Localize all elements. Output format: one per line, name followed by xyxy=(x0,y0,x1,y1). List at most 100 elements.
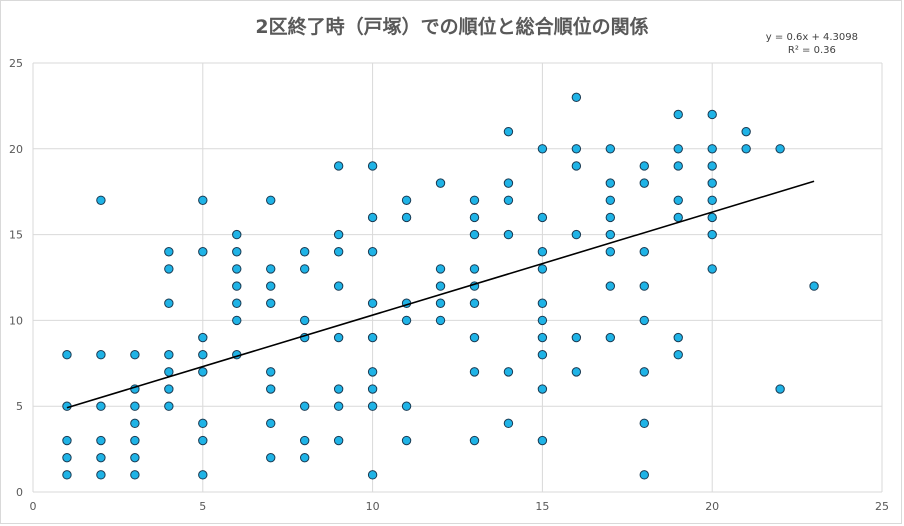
data-point xyxy=(401,195,412,205)
data-point xyxy=(96,470,106,480)
data-point xyxy=(673,161,683,171)
data-point xyxy=(333,281,344,291)
data-point xyxy=(537,435,548,446)
gridlines xyxy=(32,62,883,493)
data-point xyxy=(198,470,208,480)
data-point xyxy=(435,178,446,188)
data-point xyxy=(775,144,785,154)
data-point xyxy=(367,161,378,171)
data-point xyxy=(299,247,310,257)
data-point xyxy=(639,161,649,171)
y-tick-label: 15 xyxy=(9,229,23,242)
data-point xyxy=(571,332,582,343)
data-point xyxy=(605,212,616,223)
data-point xyxy=(232,315,242,326)
data-point xyxy=(503,126,514,137)
data-points xyxy=(62,92,819,480)
data-point xyxy=(96,435,106,446)
data-point xyxy=(503,195,514,205)
y-tick-label: 10 xyxy=(9,314,23,327)
data-point xyxy=(401,315,412,326)
y-tick-label: 5 xyxy=(16,400,23,413)
data-point xyxy=(639,178,649,188)
data-point xyxy=(707,212,717,223)
data-point xyxy=(164,264,174,274)
data-point xyxy=(130,418,140,429)
x-tick-label: 25 xyxy=(875,500,889,513)
y-tick-label: 20 xyxy=(9,143,23,156)
data-point xyxy=(741,144,751,154)
data-point xyxy=(164,350,174,360)
data-point xyxy=(537,384,548,394)
data-point xyxy=(266,452,276,463)
data-point xyxy=(707,264,717,274)
data-point xyxy=(333,384,344,394)
data-point xyxy=(503,367,514,377)
trendline-layer xyxy=(66,180,815,409)
data-point xyxy=(164,298,174,308)
data-point xyxy=(367,401,378,411)
data-point xyxy=(333,247,344,257)
trendline-equation: y = 0.6x + 4.3098 xyxy=(765,32,858,43)
data-point xyxy=(639,470,649,480)
data-point xyxy=(130,350,140,360)
data-point xyxy=(537,350,548,360)
data-point xyxy=(469,264,480,274)
data-point xyxy=(333,332,344,343)
data-point xyxy=(266,384,276,394)
data-point xyxy=(673,350,683,360)
data-point xyxy=(266,195,276,205)
data-point xyxy=(333,229,344,240)
data-point xyxy=(707,144,717,154)
data-point xyxy=(469,332,480,343)
data-point xyxy=(571,144,582,154)
data-point xyxy=(266,281,276,291)
data-point xyxy=(299,401,310,411)
data-point xyxy=(62,452,72,463)
data-point xyxy=(198,367,208,377)
data-point xyxy=(775,384,785,394)
data-point xyxy=(367,384,378,394)
data-point xyxy=(605,178,616,188)
data-point xyxy=(707,178,717,188)
data-point xyxy=(164,384,174,394)
data-point xyxy=(673,109,683,120)
x-tick-label: 10 xyxy=(366,500,380,513)
data-point xyxy=(639,418,649,429)
data-point xyxy=(62,350,72,360)
data-point xyxy=(130,401,140,411)
data-point xyxy=(333,435,344,446)
data-point xyxy=(435,281,446,291)
data-point xyxy=(367,212,378,223)
data-point xyxy=(503,229,514,240)
data-point xyxy=(232,264,242,274)
data-point xyxy=(469,298,480,308)
data-point xyxy=(299,452,310,463)
data-point xyxy=(164,367,174,377)
data-point xyxy=(367,247,378,257)
data-point xyxy=(809,281,819,291)
data-point xyxy=(367,367,378,377)
y-tick-label: 25 xyxy=(9,57,23,70)
trendline xyxy=(66,180,815,409)
data-point xyxy=(639,367,649,377)
data-point xyxy=(707,229,717,240)
data-point xyxy=(96,350,106,360)
data-point xyxy=(435,264,446,274)
data-point xyxy=(469,212,480,223)
data-point xyxy=(198,332,208,343)
data-point xyxy=(299,315,310,326)
data-point xyxy=(605,247,616,257)
data-point xyxy=(605,281,616,291)
data-point xyxy=(605,195,616,205)
x-tick-label: 0 xyxy=(30,500,37,513)
data-point xyxy=(401,212,412,223)
data-point xyxy=(503,418,514,429)
data-point xyxy=(164,247,174,257)
data-point xyxy=(130,452,140,463)
data-point xyxy=(198,247,208,257)
data-point xyxy=(537,298,548,308)
data-point xyxy=(537,332,548,343)
